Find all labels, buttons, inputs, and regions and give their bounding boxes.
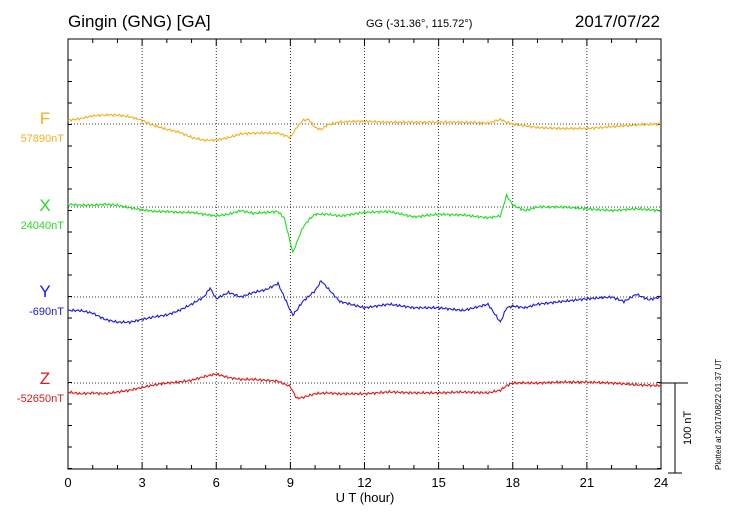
x-tick-label: 18: [506, 475, 520, 490]
series-baseline-z: -52650nT: [17, 393, 64, 405]
series-line-z: [67, 372, 661, 400]
x-tick-label: 3: [139, 475, 146, 490]
x-tick-label: 21: [580, 475, 594, 490]
series-line-f: [67, 113, 662, 143]
series-group: F 57890nT X 24040nT Y -690nT Z -52650nT: [17, 109, 662, 405]
plotted-timestamp: Plotted at 2017/08/22 01:37 UT: [714, 358, 723, 470]
series-name-f: F: [40, 109, 50, 128]
scale-bar: [661, 382, 688, 474]
chart-title: Gingin (GNG) [GA]: [68, 12, 211, 31]
plot-frame: [67, 38, 662, 470]
series-baseline-f: 57890nT: [21, 133, 65, 145]
chart-date: 2017/07/22: [574, 12, 660, 31]
series-baseline-y: -690nT: [29, 306, 64, 318]
x-axis-label: U T (hour): [335, 490, 395, 505]
x-tick-label: 12: [357, 475, 371, 490]
series-name-y: Y: [39, 282, 50, 301]
x-tick-label: 24: [654, 475, 668, 490]
chart-grid: [68, 39, 661, 469]
x-tick-label: 9: [287, 475, 294, 490]
x-tick-label: 0: [64, 475, 71, 490]
series-line-x: [67, 193, 662, 254]
scale-bar-label: 100 nT: [682, 410, 694, 445]
series-name-z: Z: [40, 369, 50, 388]
x-tick-label: 15: [431, 475, 445, 490]
series-name-x: X: [39, 196, 50, 215]
station-coordinates: GG (-31.36°, 115.72°): [366, 18, 473, 30]
x-tick-label: 6: [213, 475, 220, 490]
series-baseline-x: 24040nT: [21, 220, 65, 232]
x-axis-label-wrapper: U T (hour): [0, 490, 730, 505]
series-line-y: [67, 280, 662, 325]
x-axis: 0 3 6 9 12 15 18 21 24: [64, 39, 668, 490]
